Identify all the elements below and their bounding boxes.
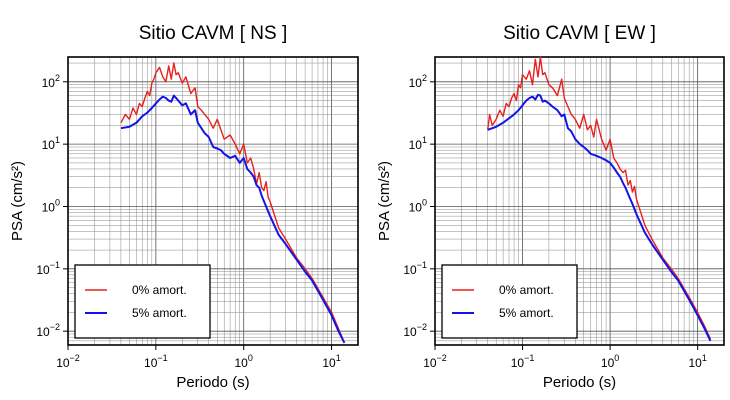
tick-exponent: 1: [336, 353, 341, 363]
tick-exponent: −2: [70, 353, 80, 363]
tick-base: 10: [403, 263, 417, 277]
y-tick-label: 100: [42, 197, 60, 214]
x-tick-label: 100: [601, 353, 619, 370]
tick-exponent: 2: [55, 73, 60, 83]
legend-label: 5% amort.: [499, 306, 554, 320]
tick-base: 10: [511, 356, 525, 370]
tick-exponent: 0: [248, 353, 253, 363]
tick-base: 10: [688, 356, 702, 370]
tick-base: 10: [601, 356, 615, 370]
tick-exponent: −2: [437, 353, 447, 363]
tick-exponent: 1: [422, 135, 427, 145]
tick-base: 10: [42, 76, 56, 90]
tick-exponent: −1: [524, 353, 534, 363]
legend-label: 0% amort.: [132, 283, 187, 297]
legend: 0% amort. 5% amort.: [441, 264, 578, 339]
tick-base: 10: [56, 356, 70, 370]
chart-title: Sitio CAVM [ EW ]: [503, 23, 656, 44]
x-tick-label: 10−2: [56, 353, 80, 370]
legend-box: [441, 264, 578, 339]
series-line-undamped: [120, 62, 346, 344]
tick-base: 10: [423, 356, 437, 370]
tick-base: 10: [409, 200, 423, 214]
tick-exponent: −2: [50, 322, 60, 332]
tick-exponent: 0: [614, 353, 619, 363]
tick-base: 10: [409, 76, 423, 90]
series-line-damped: [120, 94, 346, 344]
tick-exponent: 2: [422, 73, 427, 83]
chart-title: Sitio CAVM [ NS ]: [139, 23, 288, 44]
series-line-undamped: [487, 56, 712, 340]
tick-exponent: −1: [417, 260, 427, 270]
tick-base: 10: [144, 356, 158, 370]
legend: 0% amort. 5% amort.: [74, 264, 211, 339]
y-tick-label: 10−1: [403, 260, 427, 277]
tick-base: 10: [403, 325, 417, 339]
tick-base: 10: [409, 138, 423, 152]
tick-base: 10: [235, 356, 249, 370]
y-axis-label: PSA (cm/s²): [376, 161, 393, 241]
x-axis-label: Periodo (s): [543, 374, 616, 391]
legend-label: 5% amort.: [132, 306, 187, 320]
series-line-damped: [487, 93, 712, 342]
tick-base: 10: [36, 325, 50, 339]
tick-base: 10: [36, 263, 50, 277]
y-tick-label: 10−1: [36, 260, 60, 277]
tick-exponent: 0: [55, 197, 60, 207]
y-tick-label: 102: [409, 73, 427, 90]
y-tick-label: 100: [409, 197, 427, 214]
y-tick-label: 10−2: [36, 322, 60, 339]
x-tick-label: 101: [322, 353, 340, 370]
tick-exponent: 0: [422, 197, 427, 207]
x-axis-label: Periodo (s): [176, 374, 249, 391]
tick-base: 10: [42, 200, 56, 214]
tick-exponent: 1: [702, 353, 707, 363]
y-tick-label: 101: [409, 135, 427, 152]
tick-exponent: −1: [157, 353, 167, 363]
tick-base: 10: [322, 356, 336, 370]
legend-label: 0% amort.: [499, 283, 554, 297]
tick-exponent: −2: [417, 322, 427, 332]
y-tick-label: 102: [42, 73, 60, 90]
legend-box: [74, 264, 211, 339]
tick-exponent: −1: [50, 260, 60, 270]
plot-frame: [434, 56, 725, 346]
x-tick-label: 10−1: [511, 353, 535, 370]
x-tick-label: 101: [688, 353, 706, 370]
tick-exponent: 1: [55, 135, 60, 145]
tick-base: 10: [42, 138, 56, 152]
y-tick-label: 10−2: [403, 322, 427, 339]
y-tick-label: 101: [42, 135, 60, 152]
x-tick-label: 100: [235, 353, 253, 370]
plot-frame: [67, 56, 359, 346]
x-tick-label: 10−2: [423, 353, 447, 370]
y-axis-label: PSA (cm/s²): [9, 161, 26, 241]
x-tick-label: 10−1: [144, 353, 168, 370]
